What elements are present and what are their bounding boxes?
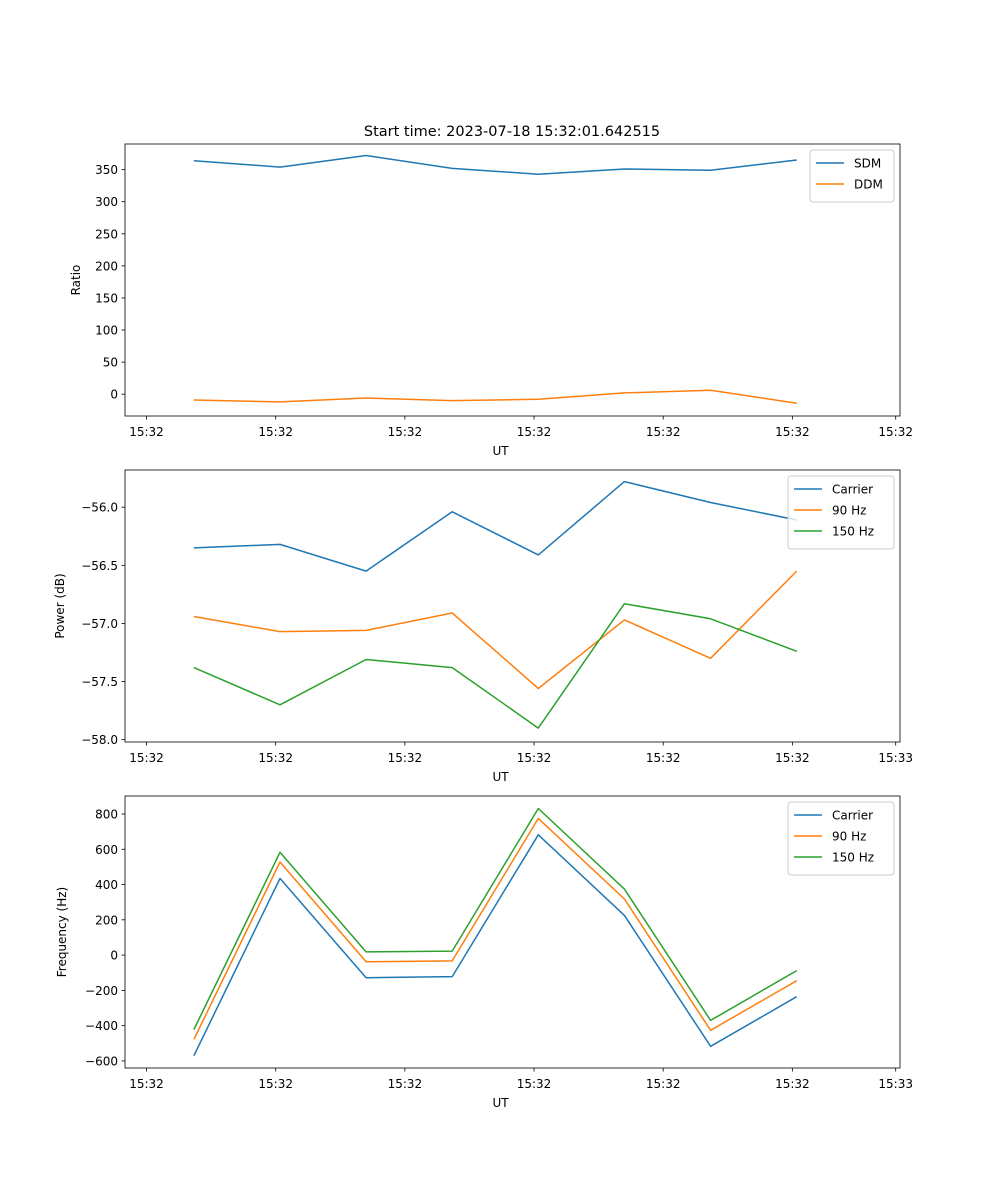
plot-1-y-tick-label: 100 bbox=[95, 324, 118, 338]
plot-3-x-tick-label: 15:32 bbox=[646, 1077, 681, 1091]
plot-2-x-tick-label: 15:32 bbox=[258, 751, 293, 765]
plot-3-legend-label-150-hz: 150 Hz bbox=[832, 851, 874, 865]
plot-1-y-tick-label: 0 bbox=[110, 388, 118, 402]
plot-3-y-axis-label: Frequency (Hz) bbox=[55, 887, 69, 978]
plot-2-y-tick-label: −57.0 bbox=[81, 617, 118, 631]
plot-3-x-tick-label: 15:32 bbox=[129, 1077, 164, 1091]
plot-2-legend: Carrier 90 Hz 150 Hz bbox=[787, 475, 895, 550]
plot-2-y-tick-label: −58.0 bbox=[81, 733, 118, 747]
plot-3-x-tick-label: 15:32 bbox=[775, 1077, 810, 1091]
plot-1-y-tick-label: 350 bbox=[95, 163, 118, 177]
plot-1-x-tick-label: 15:32 bbox=[258, 425, 293, 439]
plot-2-y-tick-label: −56.0 bbox=[81, 501, 118, 515]
plot-1-y-axis-label: Ratio bbox=[69, 265, 83, 296]
plot-1-y-tick-label: 250 bbox=[95, 227, 118, 241]
plot-2-series-150-hz-line bbox=[193, 602, 797, 729]
plot-2-legend-label-carrier: Carrier bbox=[832, 483, 873, 497]
plot-1-legend-label-sdm: SDM bbox=[854, 157, 881, 171]
plot-2-y-axis-label: Power (dB) bbox=[53, 573, 67, 638]
plot-3-x-tick-label: 15:32 bbox=[258, 1077, 293, 1091]
plot-1-y-tick-label: 200 bbox=[95, 259, 118, 273]
plot-2-axes-frame bbox=[124, 469, 901, 743]
plot-3-x-tick-label: 15:32 bbox=[388, 1077, 423, 1091]
plot-1-x-tick-label: 15:32 bbox=[775, 425, 810, 439]
plot-1-series-ddm-line bbox=[193, 389, 797, 404]
plot-1-x-tick-label: 15:32 bbox=[517, 425, 552, 439]
plot-1: 15:32 15:32 15:32 15:32 15:32 15:32 15:32 0 50 10… bbox=[69, 143, 913, 458]
plot-3-series-90-hz-line bbox=[193, 817, 798, 1040]
plot-1-x-tick-label: 15:32 bbox=[129, 425, 164, 439]
plot-2-series-carrier-line bbox=[193, 480, 797, 572]
plot-3-y-tick-label: −400 bbox=[85, 1019, 118, 1033]
plots-container: 15:32 15:32 15:32 15:32 15:32 15:32 15:32 0 50 10… bbox=[53, 143, 913, 1110]
plot-2-x-tick-label: 15:32 bbox=[129, 751, 164, 765]
plot-1-legend-label-ddm: DDM bbox=[854, 178, 883, 192]
plot-1-series-sdm-line bbox=[193, 154, 797, 175]
figure-title: Start time: 2023-07-18 15:32:01.642515 bbox=[364, 124, 660, 140]
plot-3-y-tick-label: 200 bbox=[95, 913, 118, 927]
plot-1-axes-frame bbox=[124, 143, 901, 417]
plot-1-y-tick-label: 50 bbox=[103, 356, 118, 370]
plot-2-x-axis-label: UT bbox=[492, 770, 509, 784]
plot-2-legend-label-90-hz: 90 Hz bbox=[832, 504, 866, 518]
plot-2-y-tick-label: −56.5 bbox=[81, 559, 118, 573]
plot-3-x-tick-label: 15:32 bbox=[517, 1077, 552, 1091]
plot-2-legend-label-150-hz: 150 Hz bbox=[832, 525, 874, 539]
plot-3-y-tick-label: 600 bbox=[95, 843, 118, 857]
plot-2-x-tick-label: 15:32 bbox=[517, 751, 552, 765]
plot-2-x-tick-label: 15:32 bbox=[646, 751, 681, 765]
plot-3-legend-label-carrier: Carrier bbox=[832, 809, 873, 823]
plot-3: 15:32 15:32 15:32 15:32 15:32 15:32 15:33 −600 −… bbox=[55, 795, 913, 1110]
plot-3-y-tick-label: 800 bbox=[95, 807, 118, 821]
plot-3-legend: Carrier 90 Hz 150 Hz bbox=[787, 801, 895, 876]
plot-3-legend-label-90-hz: 90 Hz bbox=[832, 830, 866, 844]
plot-3-y-tick-label: −200 bbox=[85, 984, 118, 998]
plot-2-x-tick-label: 15:33 bbox=[878, 751, 913, 765]
plot-3-y-tick-label: 0 bbox=[110, 949, 118, 963]
plot-1-x-axis-label: UT bbox=[492, 444, 509, 458]
plot-1-legend-box bbox=[809, 149, 895, 203]
plot-3-y-tick-label: 400 bbox=[95, 878, 118, 892]
plot-2-series-90-hz-line bbox=[193, 570, 798, 690]
plot-3-series-150-hz-line bbox=[193, 807, 798, 1030]
plot-3-axes-frame bbox=[124, 795, 901, 1069]
plot-1-legend: SDM DDM bbox=[809, 149, 895, 203]
plot-2-x-tick-label: 15:32 bbox=[388, 751, 423, 765]
plot-3-x-tick-label: 15:33 bbox=[878, 1077, 913, 1091]
plot-1-y-tick-label: 150 bbox=[95, 291, 118, 305]
plot-1-x-tick-label: 15:32 bbox=[646, 425, 681, 439]
plot-1-x-tick-label: 15:32 bbox=[878, 425, 913, 439]
plot-3-x-axis-label: UT bbox=[492, 1096, 509, 1110]
plot-2: 15:32 15:32 15:32 15:32 15:32 15:32 15:33 −58.0… bbox=[53, 469, 913, 784]
plot-3-y-tick-label: −600 bbox=[85, 1054, 118, 1068]
plot-1-y-tick-label: 300 bbox=[95, 195, 118, 209]
plot-1-x-tick-label: 15:32 bbox=[388, 425, 423, 439]
plot-2-y-tick-label: −57.5 bbox=[81, 675, 118, 689]
plot-2-x-tick-label: 15:32 bbox=[775, 751, 810, 765]
plot-3-series-carrier-line bbox=[193, 834, 798, 1057]
